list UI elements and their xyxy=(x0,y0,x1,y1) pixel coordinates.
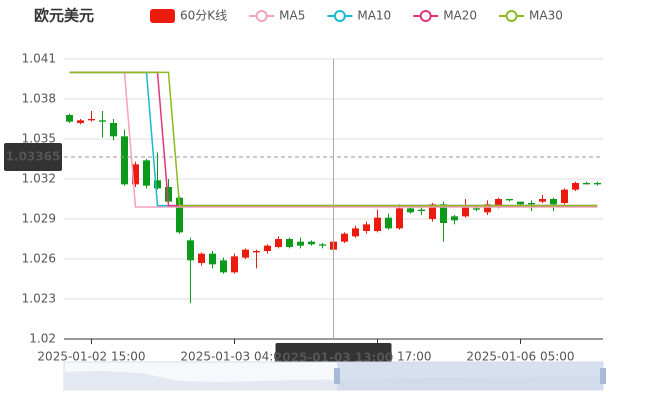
candle-body xyxy=(99,120,106,122)
legend-swatch xyxy=(255,10,268,22)
candle-body xyxy=(297,241,304,246)
candle-body xyxy=(253,251,260,253)
y-tick-label: 1.041 xyxy=(22,52,56,66)
legend-swatch xyxy=(419,10,432,22)
candle-body xyxy=(242,249,249,258)
candle-body xyxy=(286,239,293,247)
last-price-box xyxy=(4,143,62,171)
candle-body xyxy=(231,256,238,273)
candle-body xyxy=(121,136,128,185)
data-zoom-slider xyxy=(63,361,606,391)
candle-body xyxy=(220,260,227,273)
y-tick-label: 1.038 xyxy=(22,92,56,106)
candle-body xyxy=(418,209,425,211)
candle-body xyxy=(583,183,590,185)
candle-body xyxy=(517,201,524,205)
candle-body xyxy=(572,183,579,190)
candle-body xyxy=(209,253,216,265)
y-tick-label: 1.032 xyxy=(22,172,56,186)
candle-body xyxy=(143,160,150,186)
candle-body xyxy=(561,189,568,203)
candle-body xyxy=(484,204,491,213)
slider-handle-right[interactable] xyxy=(600,368,606,384)
candle-body xyxy=(88,119,95,121)
candle-body xyxy=(66,115,73,122)
candle-body xyxy=(110,123,117,137)
y-tick-label: 1.029 xyxy=(22,212,56,226)
candle-body xyxy=(198,253,205,263)
slider-selection[interactable] xyxy=(337,362,603,390)
candle-body xyxy=(495,199,502,207)
candle-body xyxy=(429,204,436,219)
candle-body xyxy=(407,208,414,213)
legend-label: MA5 xyxy=(279,9,305,23)
x-tick-label: 2025-01-03 04:00 xyxy=(180,350,288,364)
candle-body xyxy=(77,120,84,123)
slider-handle-left[interactable] xyxy=(334,368,340,384)
candle-body xyxy=(264,245,271,251)
legend-label: MA10 xyxy=(357,9,391,23)
candle-body xyxy=(352,228,359,237)
candle-body xyxy=(319,244,326,246)
x-tick-label: 2025-01-06 05:00 xyxy=(466,350,574,364)
candle-body xyxy=(374,217,381,231)
candle-body xyxy=(440,204,447,223)
x-tick-label: 2025-01-02 15:00 xyxy=(37,350,145,364)
candle-body xyxy=(363,224,370,231)
y-tick-label: 1.035 xyxy=(22,132,56,146)
candle-body xyxy=(165,187,172,202)
y-tick-label: 1.02 xyxy=(29,332,56,346)
candle-body xyxy=(396,208,403,229)
candle-body xyxy=(506,199,513,201)
candle-body xyxy=(550,199,557,205)
candle-body xyxy=(187,240,194,261)
legend-label: 60分K线 xyxy=(180,9,227,23)
plot-area: 1.02 1.023 1.026 1.029 1.032 1.035 1.038 1.041 6… xyxy=(4,9,603,373)
candle-body xyxy=(308,241,315,245)
candle-body xyxy=(451,216,458,221)
candle-body xyxy=(385,217,392,229)
y-tick-label: 1.026 xyxy=(22,252,56,266)
legend-swatch xyxy=(333,10,346,22)
legend-swatch xyxy=(150,9,175,23)
candle-body xyxy=(275,239,282,247)
chart-title: 欧元美元 xyxy=(34,7,94,25)
crosshair-label: 2025-01-03 13:00 xyxy=(274,351,393,365)
legend: 60分K线 MA5 MA10 MA20 MA30 xyxy=(150,9,563,23)
legend-label: MA30 xyxy=(529,9,563,23)
last-price-label: 1.03365 xyxy=(6,150,61,164)
candle-body xyxy=(594,183,601,185)
candle-body xyxy=(132,164,139,185)
legend-label: MA20 xyxy=(443,9,477,23)
candle-body xyxy=(176,197,183,233)
candle-body xyxy=(539,199,546,202)
legend-swatch xyxy=(505,10,518,22)
candle-body xyxy=(154,180,161,189)
candle-body xyxy=(473,208,480,210)
candle-body xyxy=(462,207,469,217)
candle-body xyxy=(341,233,348,242)
y-tick-label: 1.023 xyxy=(22,292,56,306)
candle-body xyxy=(528,203,535,205)
